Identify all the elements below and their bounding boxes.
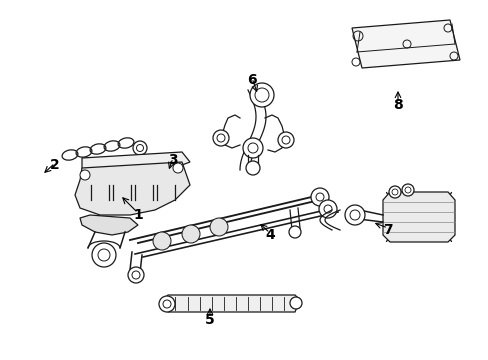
Circle shape — [133, 141, 147, 155]
Text: 3: 3 — [168, 153, 178, 167]
Circle shape — [401, 184, 413, 196]
Polygon shape — [351, 20, 459, 68]
Ellipse shape — [154, 160, 168, 168]
Circle shape — [289, 297, 302, 309]
Polygon shape — [82, 152, 190, 170]
Text: 2: 2 — [50, 158, 60, 172]
Polygon shape — [80, 215, 138, 235]
Ellipse shape — [88, 160, 102, 168]
Circle shape — [159, 296, 175, 312]
Polygon shape — [382, 192, 454, 242]
Circle shape — [128, 267, 143, 283]
Circle shape — [288, 226, 301, 238]
Circle shape — [173, 163, 183, 173]
Circle shape — [249, 83, 273, 107]
Circle shape — [310, 188, 328, 206]
Circle shape — [209, 218, 227, 236]
Circle shape — [278, 132, 293, 148]
Circle shape — [388, 186, 400, 198]
Circle shape — [318, 200, 336, 218]
Text: 5: 5 — [204, 313, 214, 327]
Text: 8: 8 — [392, 98, 402, 112]
Ellipse shape — [132, 160, 146, 168]
Circle shape — [80, 170, 90, 180]
Ellipse shape — [110, 160, 124, 168]
Text: 1: 1 — [133, 208, 142, 222]
Circle shape — [345, 205, 364, 225]
Circle shape — [182, 225, 200, 243]
Circle shape — [153, 232, 171, 250]
Circle shape — [92, 243, 116, 267]
Circle shape — [243, 138, 263, 158]
Polygon shape — [163, 295, 299, 312]
Text: 4: 4 — [264, 228, 274, 242]
Circle shape — [213, 130, 228, 146]
Text: 6: 6 — [246, 73, 256, 87]
Circle shape — [164, 173, 175, 183]
Text: 7: 7 — [383, 223, 392, 237]
Polygon shape — [75, 162, 190, 215]
Circle shape — [245, 161, 260, 175]
